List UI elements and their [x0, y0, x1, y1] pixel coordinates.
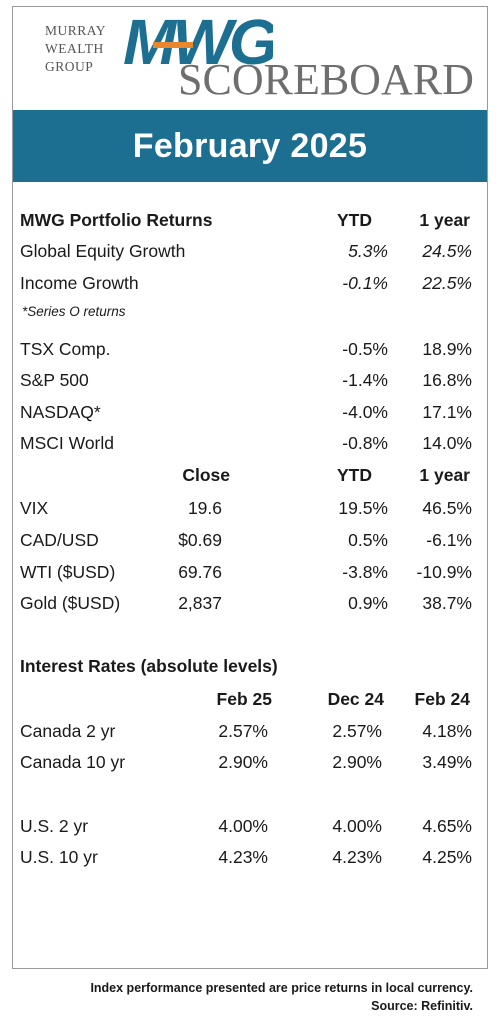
markets-header-row: Close YTD 1 year [20, 465, 480, 493]
row-ytd: -3.8% [342, 562, 388, 582]
table-row: Gold ($USD) 2,837 0.9% 38.7% [20, 593, 480, 621]
col-dec24: Dec 24 [327, 689, 384, 709]
rates-header-row: Feb 25 Dec 24 Feb 24 [20, 689, 480, 717]
row-1y: 38.7% [422, 593, 472, 613]
series-note: *Series O returns [22, 304, 482, 332]
row-feb24: 3.49% [422, 752, 472, 772]
row-1y: -6.1% [426, 530, 472, 550]
row-feb24: 4.65% [422, 816, 472, 836]
row-1y: 17.1% [422, 402, 472, 422]
footer-source: Source: Refinitiv. [371, 999, 473, 1013]
row-feb25: 4.00% [218, 816, 268, 836]
row-feb24: 4.25% [422, 847, 472, 867]
row-1y: 18.9% [422, 339, 472, 359]
row-name: Income Growth [20, 273, 139, 293]
col-close: Close [182, 465, 230, 485]
logo-line-1: MURRAY [45, 23, 107, 38]
row-name: S&P 500 [20, 370, 89, 390]
row-name: U.S. 10 yr [20, 847, 98, 867]
row-close: 19.6 [187, 498, 222, 518]
row-dec24: 2.57% [332, 721, 382, 741]
row-ytd: 5.3% [348, 241, 388, 261]
row-feb25: 4.23% [218, 847, 268, 867]
mwg-logo-icon: MWG [123, 14, 273, 70]
footer-line-1: Index performance presented are price re… [90, 981, 473, 995]
logo-wordmark: MURRAY WEALTH GROUP [45, 22, 106, 76]
row-ytd: -0.1% [342, 273, 388, 293]
table-row: TSX Comp. -0.5% 18.9% [20, 339, 480, 367]
row-ytd: -4.0% [342, 402, 388, 422]
row-1y: -10.9% [416, 562, 472, 582]
table-row: VIX 19.6 19.5% 46.5% [20, 498, 480, 526]
table-row: U.S. 2 yr 4.00% 4.00% 4.65% [20, 816, 480, 844]
logo-line-2: WEALTH [45, 41, 104, 56]
row-1y: 24.5% [422, 241, 472, 261]
col-1y: 1 year [419, 465, 470, 485]
note-text: *Series O returns [22, 304, 126, 319]
mwg-logo-text: MWG [123, 14, 273, 70]
row-name: NASDAQ* [20, 402, 101, 422]
row-name: WTI ($USD) [20, 562, 116, 582]
row-dec24: 2.90% [332, 752, 382, 772]
row-feb25: 2.90% [218, 752, 268, 772]
row-name: Canada 10 yr [20, 752, 126, 772]
row-close: 69.76 [178, 562, 222, 582]
logo-line-3: GROUP [45, 59, 94, 74]
row-name: MSCI World [20, 433, 114, 453]
row-ytd: 0.5% [348, 530, 388, 550]
row-name: U.S. 2 yr [20, 816, 89, 836]
row-ytd: 19.5% [338, 498, 388, 518]
row-close: 2,837 [178, 593, 222, 613]
row-name: Canada 2 yr [20, 721, 116, 741]
row-name: CAD/USD [20, 530, 99, 550]
table-row: U.S. 10 yr 4.23% 4.23% 4.25% [20, 847, 480, 875]
row-dec24: 4.23% [332, 847, 382, 867]
rates-title-row: Interest Rates (absolute levels) [20, 656, 480, 684]
scoreboard-title: SCOREBOARD [178, 55, 474, 104]
table-row: Canada 2 yr 2.57% 2.57% 4.18% [20, 721, 480, 749]
table-row: MSCI World -0.8% 14.0% [20, 433, 480, 461]
logo-accent-icon [153, 42, 193, 48]
row-feb24: 4.18% [422, 721, 472, 741]
row-name: Global Equity Growth [20, 241, 186, 261]
row-name: VIX [20, 498, 49, 518]
month-title: February 2025 [132, 126, 368, 165]
row-1y: 22.5% [422, 273, 472, 293]
row-1y: 46.5% [422, 498, 472, 518]
row-ytd: -0.5% [342, 339, 388, 359]
row-1y: 14.0% [422, 433, 472, 453]
row-ytd: -1.4% [342, 370, 388, 390]
row-name: Gold ($USD) [20, 593, 121, 613]
row-ytd: -0.8% [342, 433, 388, 453]
row-1y: 16.8% [422, 370, 472, 390]
col-feb25: Feb 25 [216, 689, 272, 709]
row-dec24: 4.00% [332, 816, 382, 836]
table-row: S&P 500 -1.4% 16.8% [20, 370, 480, 398]
col-1y: 1 year [419, 210, 470, 230]
table-row: Income Growth -0.1% 22.5% [20, 273, 480, 301]
row-close: $0.69 [178, 530, 222, 550]
table-row: NASDAQ* -4.0% 17.1% [20, 402, 480, 430]
rates-title: Interest Rates (absolute levels) [20, 656, 278, 676]
col-ytd: YTD [337, 465, 372, 485]
month-banner: February 2025 [13, 110, 487, 182]
table-row: CAD/USD $0.69 0.5% -6.1% [20, 530, 480, 558]
portfolio-title: MWG Portfolio Returns [20, 210, 213, 230]
table-row: Canada 10 yr 2.90% 2.90% 3.49% [20, 752, 480, 780]
col-ytd: YTD [337, 210, 372, 230]
footer-note: Index performance presented are price re… [13, 979, 473, 1015]
table-row: Global Equity Growth 5.3% 24.5% [20, 241, 480, 269]
col-feb24: Feb 24 [414, 689, 470, 709]
table-row: WTI ($USD) 69.76 -3.8% -10.9% [20, 562, 480, 590]
row-name: TSX Comp. [20, 339, 111, 359]
portfolio-header-row: MWG Portfolio Returns YTD 1 year [20, 210, 480, 238]
row-feb25: 2.57% [218, 721, 268, 741]
row-ytd: 0.9% [348, 593, 388, 613]
